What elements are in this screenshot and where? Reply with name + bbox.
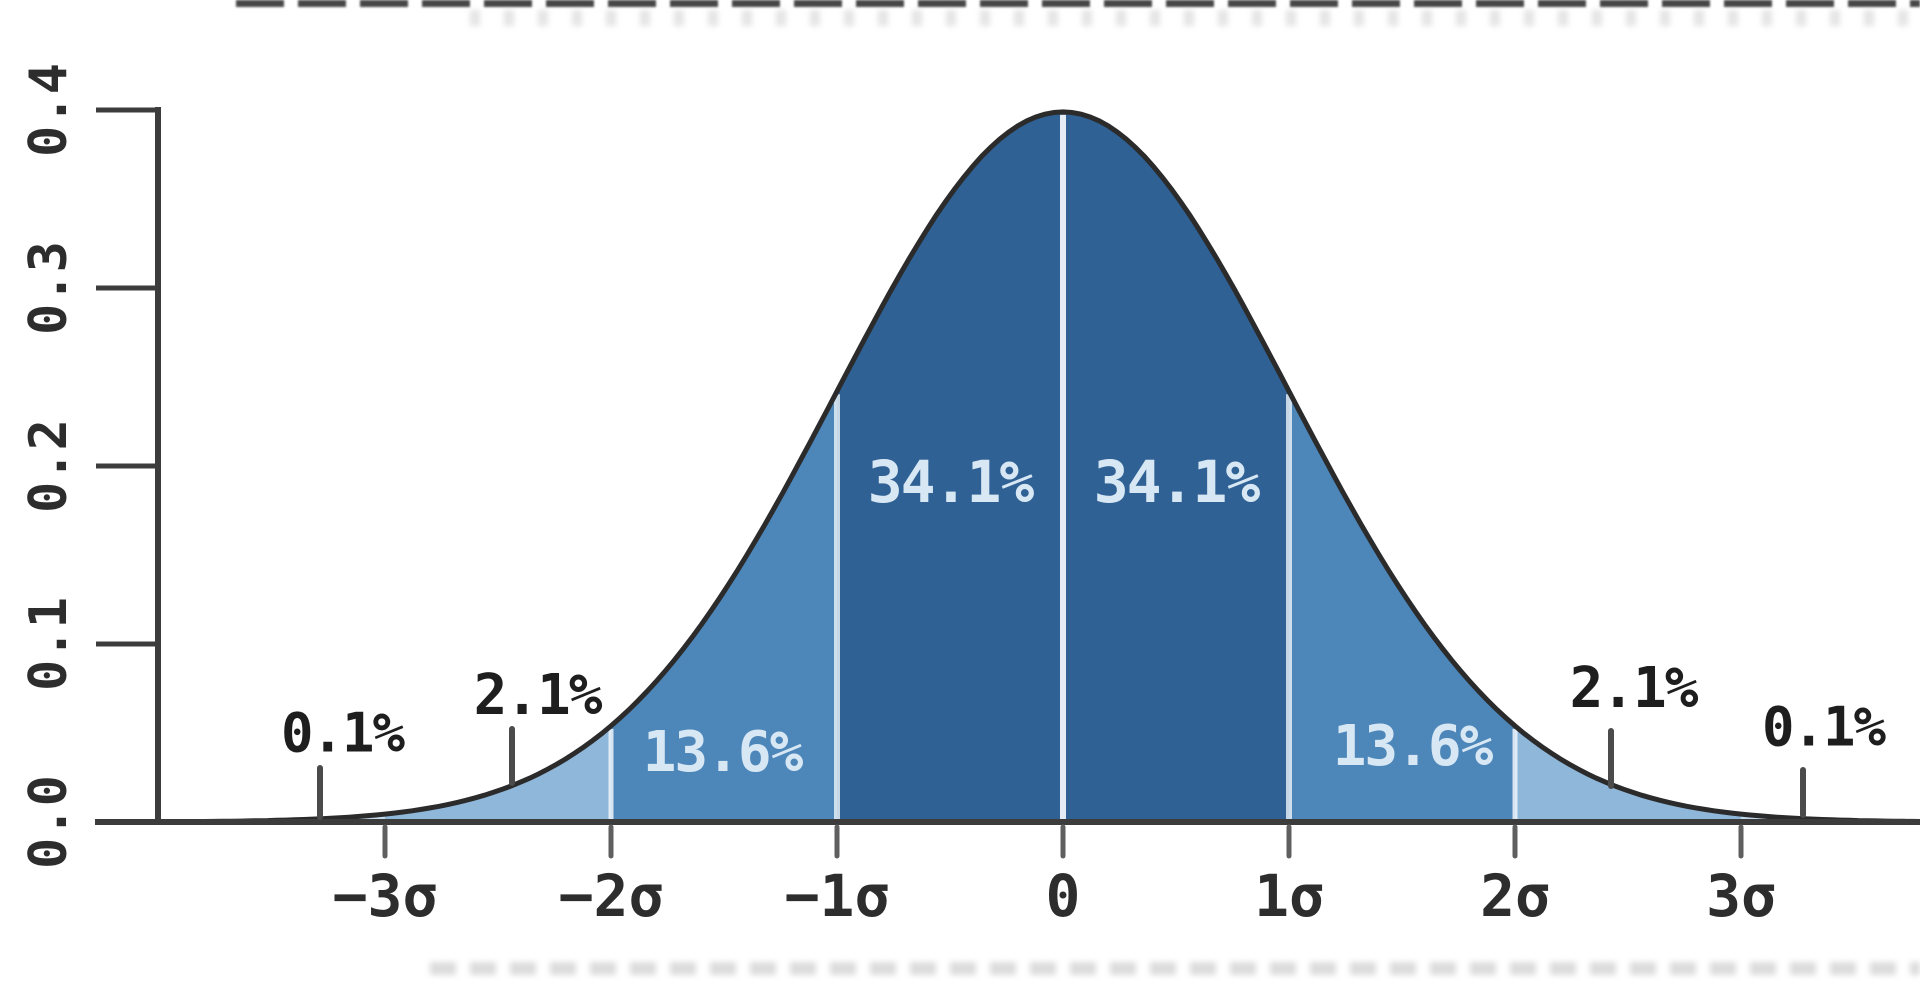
y-tick-label: 0.4 bbox=[19, 63, 79, 157]
y-tick-label: 0.1 bbox=[19, 597, 79, 691]
x-tick-label: −2σ bbox=[559, 862, 664, 930]
x-tick-label: −3σ bbox=[333, 862, 438, 930]
x-tick-label: 1σ bbox=[1254, 862, 1324, 930]
top-edge-smudge bbox=[470, 10, 1920, 26]
y-tick-label: 0.2 bbox=[19, 419, 79, 513]
x-tick-label: 0 bbox=[1046, 862, 1081, 930]
region-percent-label: 34.1% bbox=[1094, 448, 1261, 516]
bell-curve-outline bbox=[156, 109, 1920, 825]
y-tick-label: 0.3 bbox=[19, 241, 79, 335]
bottom-edge-artifact bbox=[430, 962, 1920, 975]
tail-percent-label: 2.1% bbox=[1570, 656, 1699, 721]
region-percent-label: 34.1% bbox=[868, 448, 1035, 516]
y-tick-label: 0.0 bbox=[19, 775, 79, 869]
region-percent-label: 13.6% bbox=[643, 720, 804, 785]
x-tick-label: 2σ bbox=[1480, 862, 1550, 930]
tail-percent-label: 2.1% bbox=[474, 663, 603, 728]
x-tick-label: 3σ bbox=[1706, 862, 1776, 930]
tail-percent-label: 0.1% bbox=[1762, 696, 1887, 759]
x-tick-label: −1σ bbox=[785, 862, 890, 930]
top-edge-artifact bbox=[236, 0, 1920, 7]
region-percent-label: 13.6% bbox=[1333, 714, 1494, 779]
region-band-2.1pct bbox=[1515, 725, 1741, 822]
region-band-2.1pct bbox=[385, 725, 611, 822]
tail-percent-label: 0.1% bbox=[281, 702, 406, 765]
